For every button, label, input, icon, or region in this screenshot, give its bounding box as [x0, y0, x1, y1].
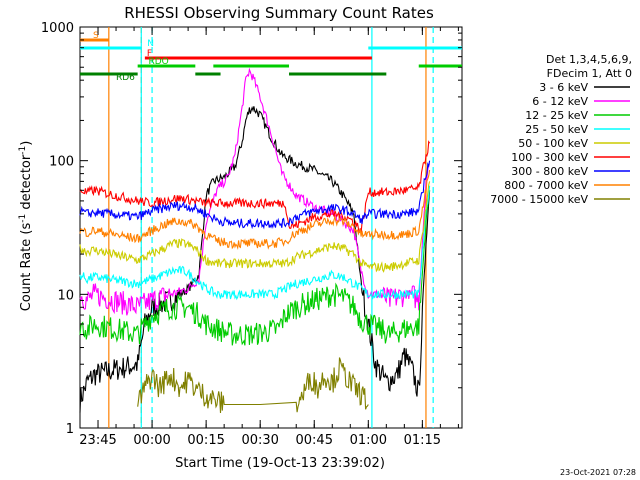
legend-label-5: 100 - 300 keV — [511, 151, 588, 164]
x-tick-label-3: 00:30 — [241, 433, 278, 448]
state-label-1: N — [147, 39, 154, 49]
legend-header-line2: FDecim 1, Att 0 — [547, 67, 632, 80]
chart-title: RHESSI Observing Summary Count Rates — [124, 4, 434, 22]
x-tick-label-2: 00:15 — [187, 433, 224, 448]
legend-label-2: 12 - 25 keV — [525, 109, 588, 122]
legend-label-3: 25 - 50 keV — [525, 123, 588, 136]
y-tick-label-2: 100 — [49, 155, 74, 170]
series-line-8 — [137, 357, 369, 414]
y-axis-label-sup2: -1 — [18, 146, 28, 155]
state-label-2: F — [147, 49, 152, 59]
y-tick-label-1: 10 — [57, 288, 74, 303]
x-tick-label-4: 00:45 — [296, 433, 333, 448]
series-line-6 — [79, 160, 431, 230]
y-axis-label-end: ) — [19, 141, 34, 146]
y-tick-label-3: 1000 — [41, 21, 74, 36]
series-line-1 — [79, 67, 431, 316]
generated-date: 23-Oct-2021 07:28 — [560, 468, 636, 477]
y-axis-label-part1: Count Rate (s — [19, 223, 34, 312]
series-line-5 — [79, 140, 431, 233]
legend: Det 1,3,4,5,6,9, FDecim 1, Att 0 3 - 6 k… — [490, 53, 632, 206]
x-tick-label-6: 01:15 — [404, 433, 441, 448]
legend-label-6: 300 - 800 keV — [511, 165, 588, 178]
y-axis-label-part2: detector — [19, 154, 34, 214]
legend-header-line1: Det 1,3,4,5,6,9, — [546, 53, 632, 66]
x-tick-label-1: 00:00 — [133, 433, 170, 448]
series-line-7 — [79, 170, 431, 250]
y-axis-label-sup1: -1 — [18, 214, 28, 223]
legend-label-0: 3 - 6 keV — [539, 81, 588, 94]
x-axis-label: Start Time (19-Oct-13 23:39:02) — [175, 456, 385, 471]
y-axis-label: Count Rate (s-1 detector-1) — [18, 141, 34, 312]
legend-label-1: 6 - 12 keV — [532, 95, 588, 108]
series-line-4 — [79, 181, 431, 273]
series-line-3 — [79, 185, 431, 301]
state-label-3: RDO — [148, 57, 168, 67]
legend-label-4: 50 - 100 keV — [518, 137, 588, 150]
legend-label-7: 800 - 7000 keV — [504, 179, 588, 192]
svg-text:Count Rate (s-1 detector-1): Count Rate (s-1 detector-1) — [18, 141, 34, 312]
legend-label-8: 7000 - 15000 keV — [490, 193, 588, 206]
series-line-0 — [79, 105, 431, 413]
x-tick-label-5: 01:00 — [350, 433, 387, 448]
state-label-0: S — [93, 31, 99, 41]
y-tick-label-0: 1 — [66, 422, 74, 437]
plot-frame — [79, 26, 463, 429]
state-label-4: RD6 — [116, 73, 135, 83]
series-line-2 — [79, 190, 431, 346]
x-tick-label-0: 23:45 — [79, 433, 116, 448]
